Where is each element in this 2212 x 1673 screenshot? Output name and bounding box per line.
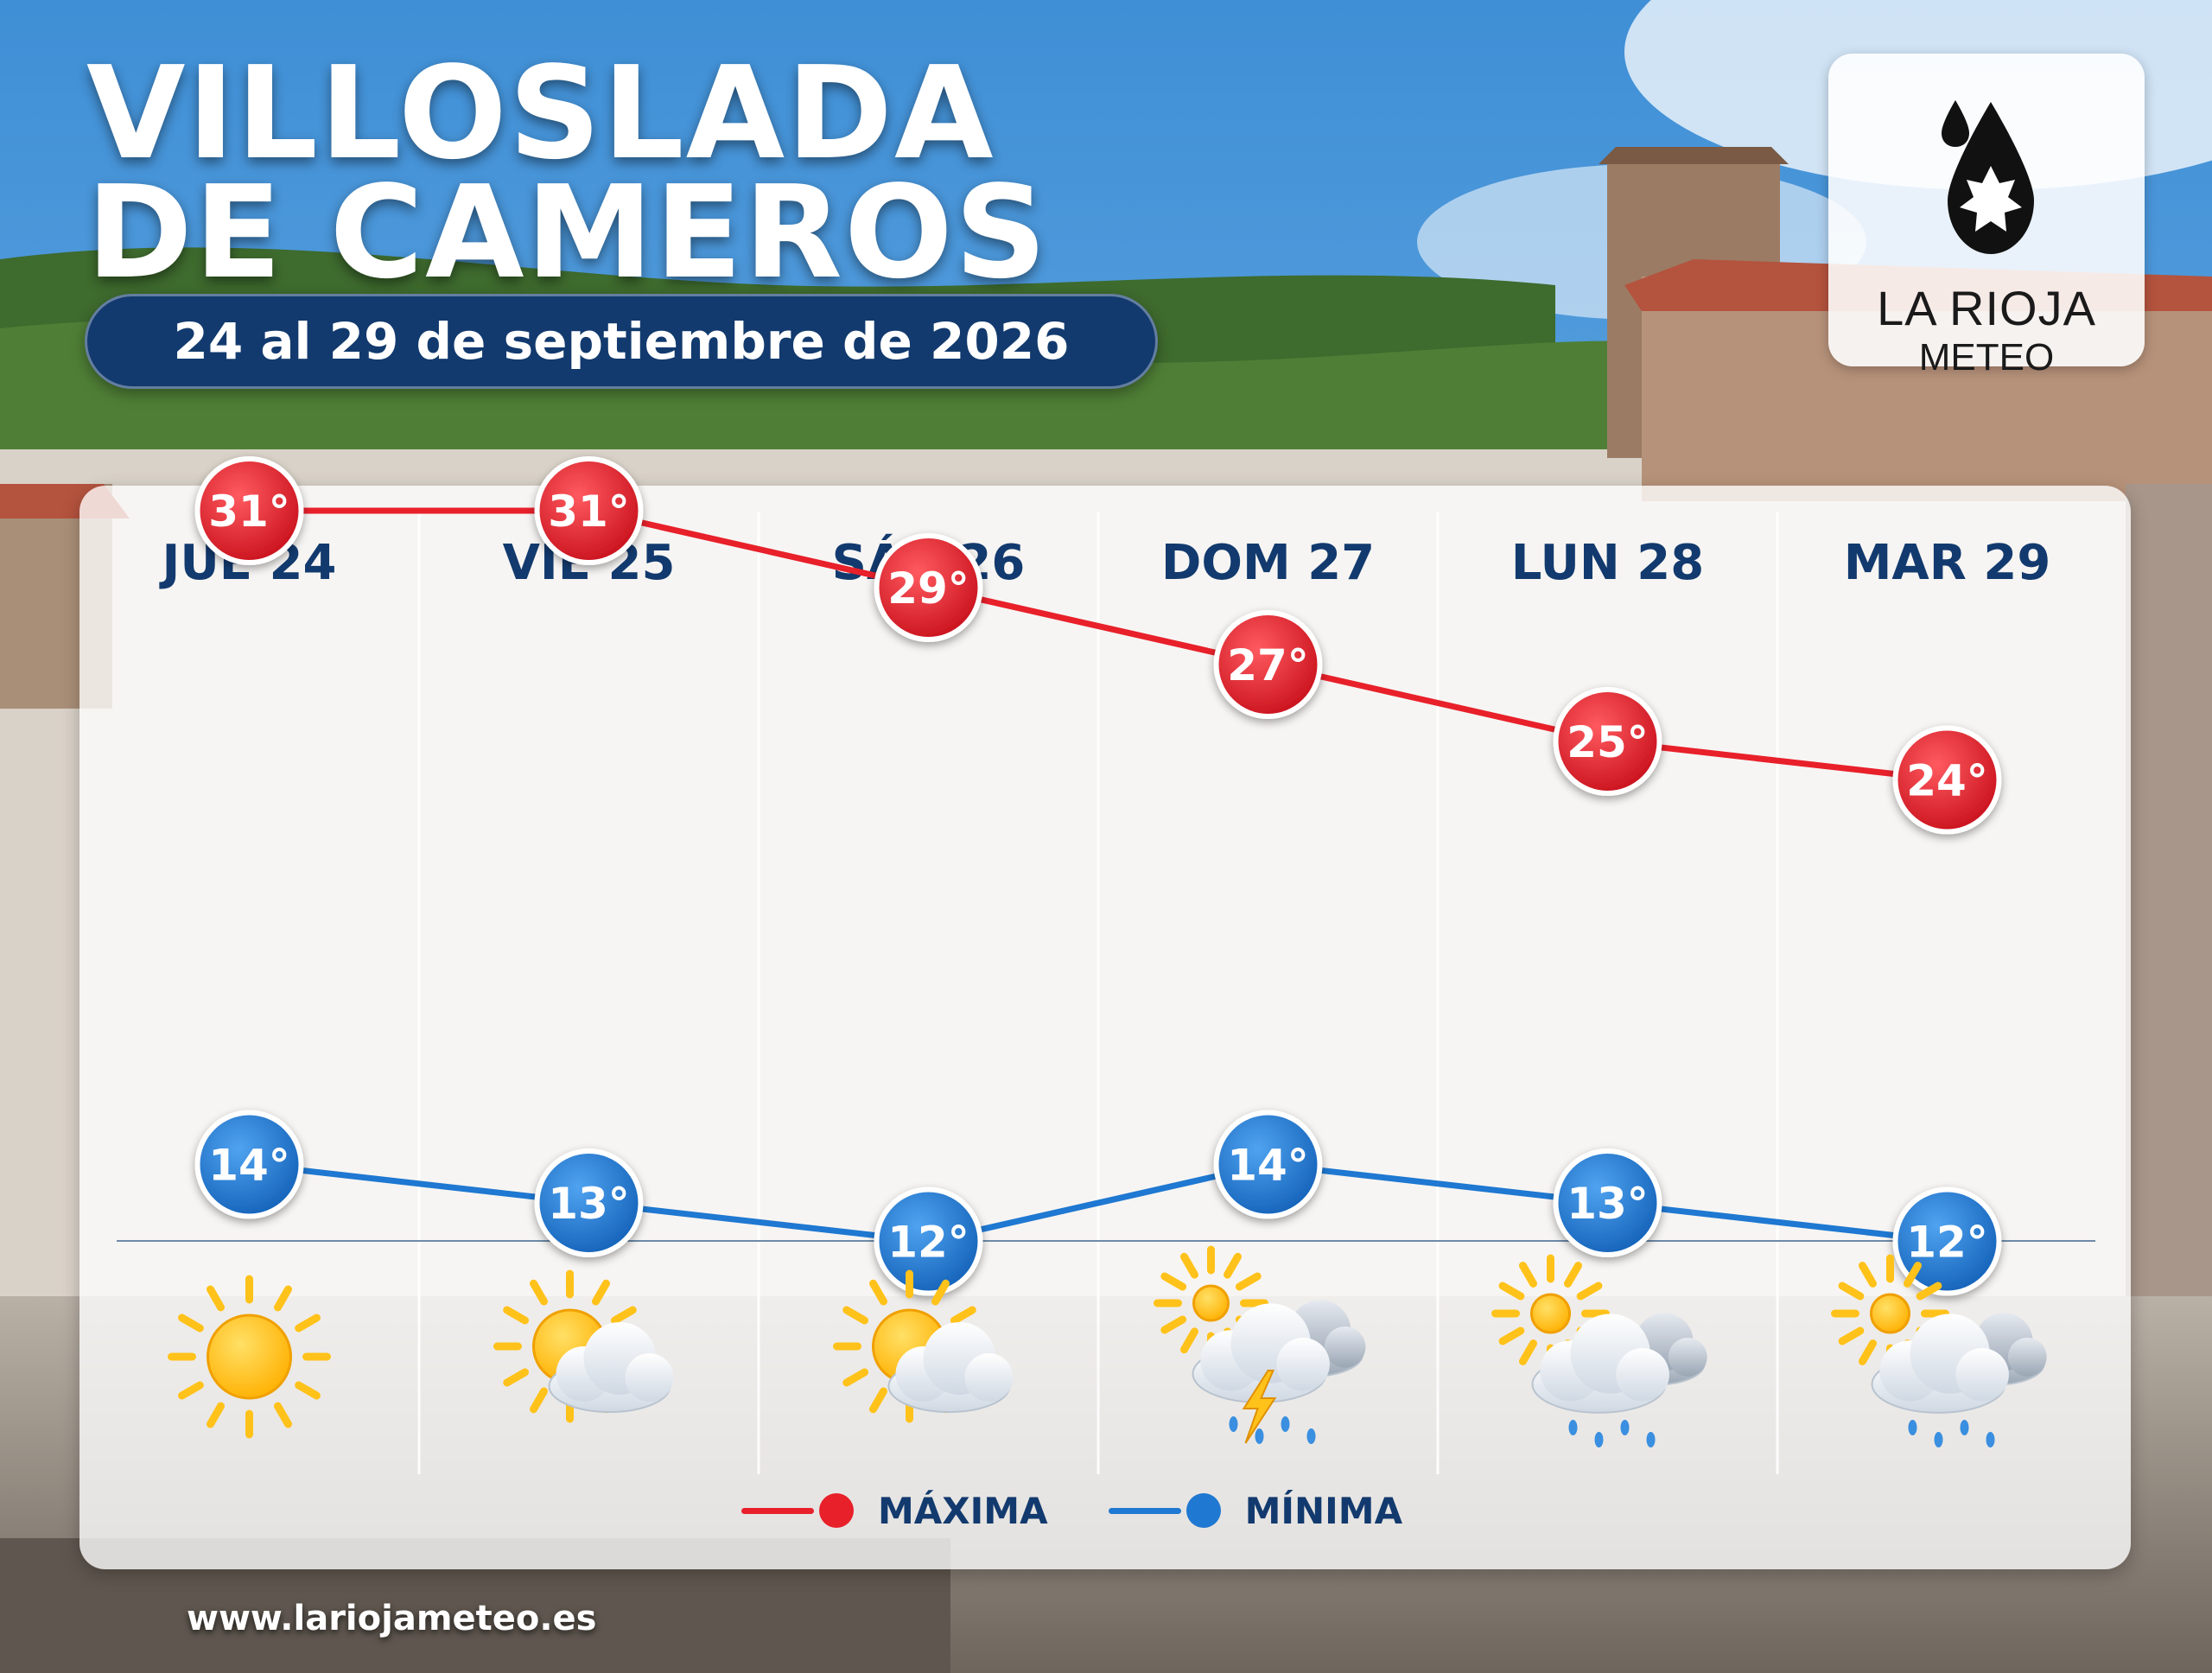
temp-marker-circle — [874, 533, 983, 642]
sunny-icon — [168, 1275, 331, 1439]
raindrop-leaf-logo-icon — [1942, 100, 2034, 254]
sun-cloud-rain-icon — [1831, 1254, 2047, 1447]
temp-label-max: 31° — [548, 487, 630, 537]
temp-marker-circle — [534, 456, 644, 565]
legend-max-dot — [819, 1493, 854, 1528]
temp-marker-max: 31° — [534, 456, 644, 565]
legend-max-label: MÁXIMA — [878, 1489, 1048, 1532]
temp-marker-min: 14° — [1213, 1110, 1323, 1219]
temp-label-max: 27° — [1227, 640, 1309, 690]
sun-behind-cloud-icon — [833, 1269, 1014, 1423]
temp-label-max: 29° — [887, 563, 969, 614]
forecast-panel — [79, 486, 2131, 1569]
temp-marker-circle — [1213, 1110, 1323, 1219]
temp-marker-min: 13° — [534, 1148, 644, 1257]
sun-cloud-rain-icon — [1491, 1254, 1707, 1447]
title-line-2: DE CAMEROS — [86, 158, 1049, 307]
series-line-max — [249, 507, 1948, 783]
temp-marker-circle — [874, 1186, 983, 1296]
temp-marker-circle — [1892, 725, 2002, 835]
temp-marker-circle — [194, 1110, 304, 1219]
temp-label-min: 14° — [208, 1141, 290, 1191]
logo-text-la-rioja: LA RIOJA — [1877, 281, 2096, 335]
temp-marker-min: 12° — [874, 1186, 983, 1296]
temp-marker-circle — [534, 1148, 644, 1257]
legend-max-line — [741, 1507, 814, 1514]
date-range-badge: 24 al 29 de septiembre de 2026 — [85, 294, 1158, 389]
sun-behind-cloud-icon — [493, 1269, 674, 1423]
temp-marker-circle — [1213, 610, 1323, 719]
temp-marker-max: 29° — [874, 533, 983, 642]
day-label: DOM 27 — [1161, 535, 1375, 591]
temp-marker-max: 24° — [1892, 725, 2002, 835]
legend-item-max: MÁXIMA — [741, 1490, 1048, 1532]
series-line-min — [249, 1161, 1948, 1244]
title-line-1: VILLOSLADA — [86, 39, 995, 188]
temp-label-max: 25° — [1567, 717, 1649, 767]
temp-label-min: 12° — [887, 1218, 969, 1268]
temp-label-min: 13° — [548, 1179, 630, 1229]
legend-min-label: MÍNIMA — [1244, 1489, 1403, 1532]
thunderstorm-rain-icon — [1154, 1245, 1366, 1444]
chart-legend: MÁXIMA MÍNIMA — [741, 1485, 1463, 1536]
temp-label-min: 14° — [1227, 1141, 1309, 1191]
legend-min-dot — [1185, 1493, 1221, 1528]
temp-label-min: 13° — [1567, 1179, 1649, 1229]
temp-marker-circle — [1553, 1148, 1662, 1257]
temp-marker-min: 13° — [1553, 1148, 1662, 1257]
day-label: LUN 28 — [1511, 535, 1704, 591]
website-link[interactable]: www.lariojameteo.es — [187, 1599, 597, 1638]
temp-marker-max: 25° — [1553, 687, 1662, 796]
temp-marker-max: 27° — [1213, 610, 1323, 719]
brand-logo: LA RIOJA METEO — [1828, 54, 2145, 377]
day-label: MAR 29 — [1844, 535, 2051, 591]
temp-marker-circle — [194, 456, 304, 565]
logo-text-meteo: METEO — [1918, 336, 2055, 378]
legend-min-line — [1108, 1507, 1181, 1514]
temp-marker-max: 31° — [194, 456, 304, 565]
temp-marker-circle — [1553, 687, 1662, 796]
temp-label-min: 12° — [1906, 1218, 1988, 1268]
temp-marker-min: 14° — [194, 1110, 304, 1219]
legend-item-min: MÍNIMA — [1108, 1489, 1403, 1532]
temp-label-max: 31° — [208, 487, 290, 537]
location-title: VILLOSLADA DE CAMEROS — [86, 39, 1049, 307]
temp-label-max: 24° — [1906, 756, 1988, 806]
